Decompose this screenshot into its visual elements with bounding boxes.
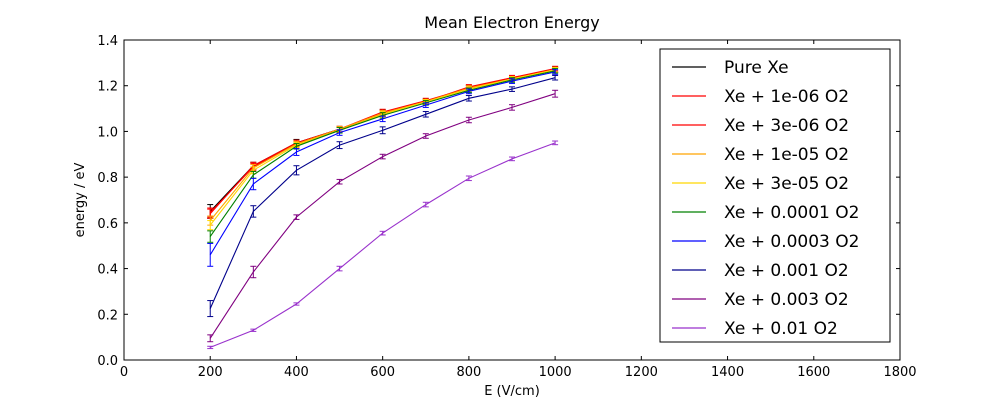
legend-item: Xe + 3e-06 O2 xyxy=(672,116,849,136)
legend-item: Xe + 1e-05 O2 xyxy=(672,145,849,165)
legend-item: Xe + 0.001 O2 xyxy=(672,261,849,281)
data-point-errorbar xyxy=(250,177,257,191)
chart-title: Mean Electron Energy xyxy=(424,13,599,32)
series-line xyxy=(209,69,556,226)
legend-item: Pure Xe xyxy=(672,58,789,78)
x-tick-label: 1400 xyxy=(711,365,744,380)
data-point-errorbar xyxy=(293,148,300,156)
y-tick-label: 0.6 xyxy=(97,217,118,232)
legend-item: Xe + 0.01 O2 xyxy=(672,319,838,339)
data-point-errorbar xyxy=(422,102,429,108)
data-point-errorbar xyxy=(465,88,472,95)
series-line xyxy=(209,70,556,237)
series-3 xyxy=(207,65,559,218)
y-tick-label: 1.0 xyxy=(97,125,118,140)
data-point-errorbar xyxy=(509,156,515,162)
data-point-errorbar xyxy=(336,265,343,272)
legend-item: Xe + 3e-05 O2 xyxy=(672,174,849,194)
data-point-errorbar xyxy=(379,115,386,123)
data-point-errorbar xyxy=(336,129,343,136)
x-tick-label: 1800 xyxy=(883,365,916,380)
legend-label: Xe + 3e-05 O2 xyxy=(724,174,849,194)
data-point-errorbar xyxy=(422,111,429,118)
series-4 xyxy=(207,66,559,226)
data-point-errorbar xyxy=(207,242,214,267)
data-point-errorbar xyxy=(336,141,343,150)
legend-item: Xe + 0.0001 O2 xyxy=(672,203,859,223)
data-point-errorbar xyxy=(422,133,429,139)
series-7 xyxy=(207,69,559,267)
series-line xyxy=(209,68,556,213)
series-8 xyxy=(207,74,559,318)
data-point-errorbar xyxy=(207,334,214,343)
data-point-errorbar xyxy=(465,95,472,102)
y-tick-label: 1.2 xyxy=(97,80,118,95)
data-point-errorbar xyxy=(509,86,515,92)
data-point-errorbar xyxy=(293,165,300,176)
x-tick-label: 1600 xyxy=(797,365,830,380)
data-point-errorbar xyxy=(552,140,559,146)
legend-label: Xe + 1e-06 O2 xyxy=(724,87,849,107)
legend-label: Xe + 1e-05 O2 xyxy=(724,145,849,165)
data-point-errorbar xyxy=(379,230,386,236)
series-line xyxy=(209,69,556,221)
x-tick-label: 1000 xyxy=(539,365,572,380)
series-9 xyxy=(207,89,559,343)
y-tick-label: 0.2 xyxy=(97,308,118,323)
legend-item: Xe + 0.0003 O2 xyxy=(672,232,859,252)
series-line xyxy=(209,142,556,348)
y-tick-label: 1.4 xyxy=(97,34,118,49)
x-axis-label: E (V/cm) xyxy=(484,384,540,399)
data-point-errorbar xyxy=(552,69,559,75)
data-point-errorbar xyxy=(552,74,559,81)
plot-layer xyxy=(207,65,559,350)
data-point-errorbar xyxy=(379,153,386,160)
x-tick-label: 800 xyxy=(456,365,481,380)
data-point-errorbar xyxy=(250,205,257,218)
data-point-errorbar xyxy=(465,116,472,124)
data-point-errorbar xyxy=(465,175,472,182)
legend-item: Xe + 1e-06 O2 xyxy=(672,87,849,107)
data-point-errorbar xyxy=(336,178,343,185)
legend-label: Xe + 0.0003 O2 xyxy=(724,232,859,252)
legend-label: Xe + 0.001 O2 xyxy=(724,261,849,281)
legend-label: Xe + 3e-06 O2 xyxy=(724,116,849,136)
series-1 xyxy=(207,66,559,219)
data-point-errorbar xyxy=(509,104,515,111)
x-tick-label: 200 xyxy=(198,365,223,380)
legend-label: Xe + 0.003 O2 xyxy=(724,290,849,310)
legend-label: Pure Xe xyxy=(724,58,789,78)
x-tick-label: 400 xyxy=(284,365,309,380)
plot-frame xyxy=(123,39,901,361)
legend-label: Xe + 0.01 O2 xyxy=(724,319,838,339)
data-point-errorbar xyxy=(509,78,515,84)
x-tick-label: 600 xyxy=(370,365,395,380)
legend: Pure Xe Xe + 1e-06 O2 Xe + 3e-06 O2 Xe + 1e… xyxy=(659,48,891,343)
data-point-errorbar xyxy=(422,201,429,208)
data-point-errorbar xyxy=(207,300,214,318)
legend-label: Xe + 0.0001 O2 xyxy=(724,203,859,223)
data-point-errorbar xyxy=(250,265,257,279)
data-point-errorbar xyxy=(207,230,214,243)
data-point-errorbar xyxy=(207,220,214,231)
data-point-errorbar xyxy=(552,89,559,98)
legend-box xyxy=(659,48,891,343)
data-point-errorbar xyxy=(207,345,214,350)
data-point-errorbar xyxy=(379,126,386,135)
ticks-layer: 0 200 400 600 800 1000 1200 1400 1600 1800 0.0 0.2 0… xyxy=(97,34,916,380)
series-10 xyxy=(207,140,559,350)
y-tick-label: 0.0 xyxy=(97,354,118,369)
y-tick-label: 0.8 xyxy=(97,171,118,186)
x-tick-label: 1200 xyxy=(625,365,658,380)
x-tick-label: 0 xyxy=(120,365,128,380)
data-point-errorbar xyxy=(250,328,257,332)
data-point-errorbar xyxy=(293,214,300,220)
y-tick-label: 0.4 xyxy=(97,263,118,278)
data-point-errorbar xyxy=(293,302,300,306)
legend-item: Xe + 0.003 O2 xyxy=(672,290,849,310)
y-axis-label: energy / eV xyxy=(73,162,88,237)
